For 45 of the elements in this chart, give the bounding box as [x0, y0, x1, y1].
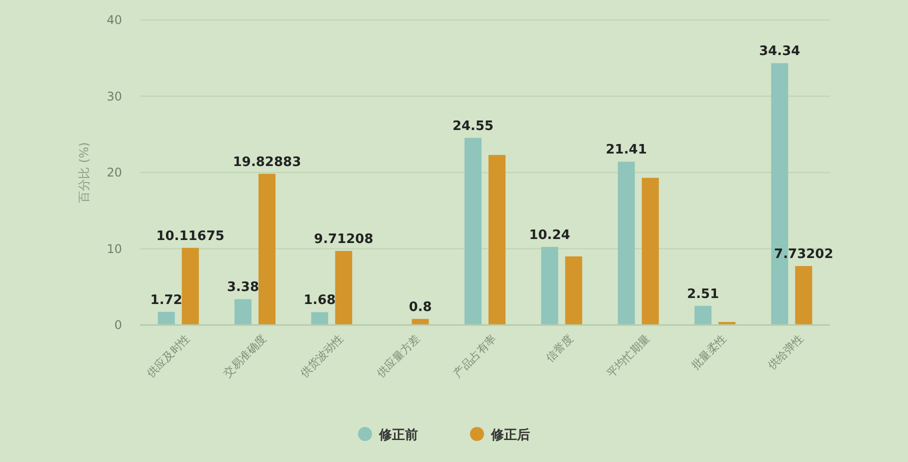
- bar: [464, 138, 482, 325]
- bar: [311, 312, 328, 325]
- data-label: 24.55: [452, 118, 494, 134]
- x-tick-label: 平均忙期量: [604, 332, 652, 380]
- data-label: 0.8: [408, 300, 432, 315]
- bar: [158, 312, 175, 325]
- legend-label: 修正后: [490, 427, 530, 443]
- x-tick-label: 批量柔性: [688, 332, 730, 372]
- y-tick-label: 40: [106, 13, 122, 27]
- x-tick-label: 信誉度: [543, 332, 576, 364]
- bar: [642, 178, 659, 325]
- y-tick-label: 0: [114, 318, 122, 332]
- bar: [488, 154, 506, 325]
- data-label: 2.51: [686, 286, 720, 302]
- data-label: 9.71208: [314, 232, 374, 247]
- bar: [335, 250, 352, 325]
- bar: [565, 256, 582, 325]
- bar: [694, 306, 712, 325]
- x-tick-label: 供给弹性: [765, 332, 806, 372]
- x-tick-label: 供应量方差: [374, 332, 422, 380]
- data-label: 1.68: [304, 293, 336, 308]
- data-label: 3.38: [226, 280, 260, 296]
- data-label: 10.24: [529, 228, 570, 243]
- y-tick-label: 30: [106, 89, 122, 104]
- data-label: 1.72: [150, 292, 182, 308]
- data-label: 10.11675: [156, 228, 224, 244]
- data-label: 19.82883: [232, 154, 302, 170]
- data-label: 34.34: [759, 44, 800, 60]
- x-tick-label: 供应及时性: [144, 332, 192, 380]
- x-tick-label: 供货波动性: [298, 332, 346, 380]
- bar: [234, 299, 252, 325]
- y-tick-label: 20: [106, 166, 122, 180]
- legend-label: 修正前: [378, 428, 418, 443]
- bar: [618, 162, 635, 325]
- y-tick-label: 10: [106, 242, 122, 256]
- y-axis-title: 百分比 (%): [77, 142, 91, 203]
- x-tick-label: 产品占有率: [451, 332, 500, 380]
- bar: [412, 318, 429, 325]
- bar: [182, 248, 199, 325]
- x-tick-label: 交易准确度: [221, 332, 270, 380]
- data-label: 21.41: [606, 142, 647, 158]
- data-label: 7.73202: [774, 247, 834, 262]
- bar: [258, 174, 276, 325]
- bar: [541, 246, 558, 325]
- bar: [795, 266, 812, 325]
